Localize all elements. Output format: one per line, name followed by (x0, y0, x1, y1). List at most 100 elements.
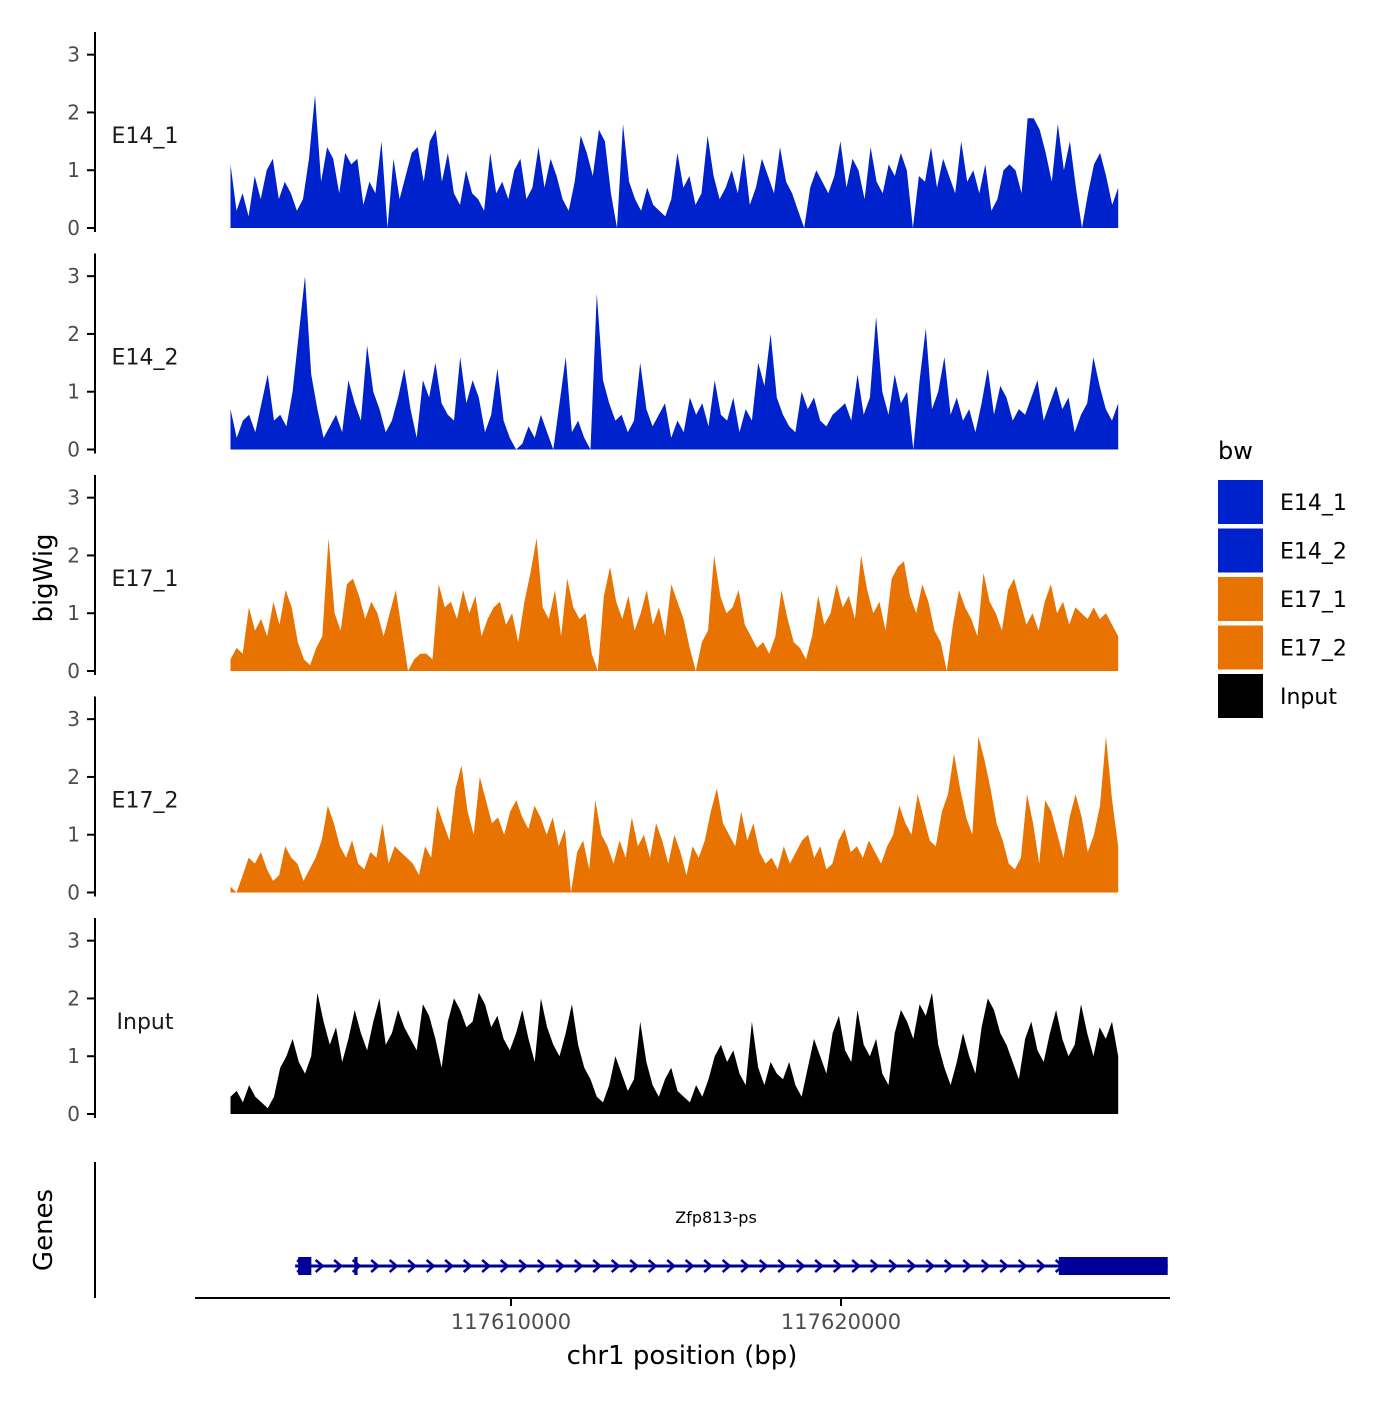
x-axis: chr1 position (bp) 117610000 117620000 (195, 1297, 1170, 1371)
track-label: Input (117, 1010, 174, 1035)
strand-arrow (481, 1259, 492, 1273)
track-label: E14_1 (112, 124, 179, 149)
strand-arrow (573, 1259, 584, 1273)
y-tick-label: 2 (67, 543, 80, 567)
y-tick-label: 0 (67, 1102, 80, 1126)
strand-arrow (629, 1259, 640, 1273)
strand-arrow (758, 1259, 769, 1273)
legend-swatch (1218, 480, 1263, 524)
coverage-area (230, 538, 1119, 671)
strand-arrow (407, 1259, 418, 1273)
legend-label: Input (1280, 685, 1337, 710)
y-tick-label: 2 (67, 322, 80, 346)
coverage-area (230, 992, 1119, 1114)
strand-arrow (832, 1259, 843, 1273)
strand-arrow (610, 1259, 621, 1273)
strand-arrow (1036, 1259, 1047, 1273)
y-tick-label: 1 (67, 601, 80, 625)
y-tick-label: 2 (67, 986, 80, 1010)
y-tick-label: 3 (67, 929, 80, 953)
y-tick-label: 3 (67, 707, 80, 731)
legend-label: E14_2 (1280, 540, 1347, 565)
strand-arrow (962, 1259, 973, 1273)
strand-arrow (333, 1259, 344, 1273)
legend-label: E14_1 (1280, 491, 1347, 516)
coverage-area (230, 736, 1119, 893)
strand-arrow (666, 1259, 677, 1273)
y-axis-title: bigWig (29, 533, 59, 622)
y-tick-label: 2 (67, 765, 80, 789)
strand-arrow (869, 1259, 880, 1273)
strand-arrow (943, 1259, 954, 1273)
coverage-tracks: 0 1 2 3 E14_1 0 1 2 3 E14_2 0 1 2 3 E17_1 0 1 2 3 E17_2 0 1 2 3… (67, 32, 1119, 1126)
strand-arrow (647, 1259, 658, 1273)
genes-axis-title: Genes (29, 1189, 59, 1271)
strand-arrow (314, 1259, 325, 1273)
legend-swatch (1218, 625, 1263, 670)
strand-arrow (703, 1259, 714, 1273)
y-tick-label: 1 (67, 380, 80, 404)
strand-arrow (684, 1259, 695, 1273)
track-label: E14_2 (112, 346, 179, 371)
strand-arrow (795, 1259, 806, 1273)
legend-swatch (1218, 528, 1263, 573)
track-label: E17_2 (112, 789, 179, 814)
strand-arrow (388, 1259, 399, 1273)
legend-title: bw (1218, 437, 1253, 465)
y-tick-label: 1 (67, 823, 80, 847)
coverage-area (230, 276, 1119, 450)
y-tick-label: 1 (67, 1044, 80, 1068)
legend: bw E14_1 E14_2 E17_1 E17_2 Input (1218, 437, 1347, 718)
gene-exon (298, 1257, 312, 1275)
strand-arrow (518, 1259, 529, 1273)
legend-swatch (1218, 674, 1263, 718)
strand-arrow (980, 1259, 991, 1273)
legend-swatch (1218, 577, 1263, 621)
strand-arrow (925, 1259, 936, 1273)
x-tick-label: 117610000 (451, 1310, 571, 1334)
y-tick-label: 2 (67, 100, 80, 124)
y-tick-label: 3 (67, 264, 80, 288)
genes-panel: Genes Zfp813-ps (29, 1162, 1168, 1298)
strand-arrow (999, 1259, 1010, 1273)
track-E17_1: 0 1 2 3 E17_1 (67, 475, 1119, 683)
strand-arrow (851, 1259, 862, 1273)
strand-arrow (425, 1259, 436, 1273)
y-tick-label: 0 (67, 216, 80, 240)
track-label: E17_1 (112, 567, 179, 592)
legend-label: E17_2 (1280, 637, 1347, 662)
y-tick-label: 0 (67, 659, 80, 683)
strand-arrow (444, 1259, 455, 1273)
y-tick-label: 0 (67, 881, 80, 905)
legend-label: E17_1 (1280, 588, 1347, 613)
x-tick-label: 117620000 (781, 1310, 901, 1334)
track-E17_2: 0 1 2 3 E17_2 (67, 696, 1119, 905)
strand-arrow (814, 1259, 825, 1273)
y-tick-label: 0 (67, 438, 80, 462)
y-tick-label: 3 (67, 486, 80, 510)
coverage-area (230, 95, 1119, 228)
strand-arrow (740, 1259, 751, 1273)
gene-exon (1058, 1257, 1168, 1275)
y-tick-label: 1 (67, 158, 80, 182)
strand-arrow (592, 1259, 603, 1273)
strand-arrow (499, 1259, 510, 1273)
strand-arrow (536, 1259, 547, 1273)
gene-model: Zfp813-ps (295, 1208, 1168, 1275)
strand-arrow (777, 1259, 788, 1273)
y-tick-label: 3 (67, 43, 80, 67)
gene-exon (354, 1257, 358, 1275)
strand-arrow (1017, 1259, 1028, 1273)
strand-arrow (721, 1259, 732, 1273)
track-E14_2: 0 1 2 3 E14_2 (67, 253, 1119, 462)
x-axis-title: chr1 position (bp) (567, 1341, 798, 1371)
gene-name-label: Zfp813-ps (675, 1208, 757, 1227)
strand-arrow (370, 1259, 381, 1273)
strand-arrow (906, 1259, 917, 1273)
strand-arrow (888, 1259, 899, 1273)
track-E14_1: 0 1 2 3 E14_1 (67, 32, 1119, 240)
strand-arrow (462, 1259, 473, 1273)
track-Input: 0 1 2 3 Input (67, 918, 1119, 1126)
